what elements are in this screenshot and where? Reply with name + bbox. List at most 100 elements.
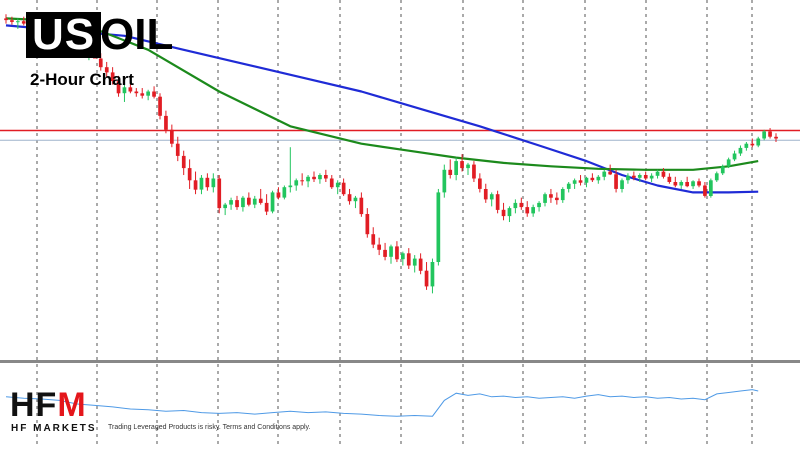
candle-body (371, 234, 376, 245)
candle-body (513, 202, 518, 209)
disclaimer-text: Trading Leveraged Products is risky. Ter… (108, 424, 311, 431)
candle-body (383, 249, 387, 257)
logo-accent: M (57, 386, 87, 424)
candle-100 (596, 175, 601, 184)
candle-118 (703, 182, 707, 198)
candle-body (359, 197, 364, 215)
candle-79 (472, 161, 476, 182)
candle-97 (578, 175, 583, 186)
candle-94 (560, 187, 565, 203)
candle-body (294, 180, 299, 186)
symbol-rest: OIL (100, 10, 174, 59)
candle-body (412, 258, 417, 266)
candle-body (389, 246, 393, 257)
candle-body (223, 204, 227, 209)
candle-body (241, 197, 245, 208)
candle-body (175, 143, 180, 156)
candle-68 (406, 248, 411, 269)
candle-43 (258, 188, 263, 205)
candle-114 (679, 180, 684, 189)
candle-body (217, 178, 222, 209)
candle-61 (365, 208, 370, 238)
candle-body (229, 200, 233, 205)
symbol-highlight: US (32, 10, 96, 59)
candle-59 (353, 195, 358, 209)
candle-body (401, 253, 405, 260)
candle-body (566, 183, 571, 189)
candle-3 (21, 16, 26, 26)
candle-body (116, 81, 121, 94)
candle-body (276, 192, 281, 198)
candle-120 (714, 171, 719, 182)
candle-body (140, 93, 145, 96)
candle-17 (104, 61, 109, 78)
candle-body (21, 21, 26, 24)
candle-body (187, 168, 192, 181)
candle-37 (223, 202, 227, 216)
candle-body (460, 161, 464, 169)
candle-body (756, 138, 761, 146)
candle-112 (667, 173, 672, 184)
candle-0 (4, 14, 8, 24)
candle-125 (744, 141, 749, 151)
candle-56 (335, 180, 340, 195)
candle-body (762, 131, 766, 139)
candle-36 (217, 175, 222, 214)
candle-body (537, 202, 541, 208)
candle-body (98, 58, 103, 68)
candle-64 (383, 242, 387, 261)
candle-46 (276, 187, 281, 200)
candle-104 (620, 178, 624, 193)
candle-35 (211, 173, 216, 193)
candle-body (489, 194, 494, 200)
candle-108 (643, 171, 648, 181)
candle-90 (537, 201, 541, 212)
candle-body (495, 194, 500, 210)
candle-body (614, 174, 618, 189)
candle-57 (341, 178, 346, 196)
candle-body (181, 155, 186, 169)
candle-31 (187, 159, 192, 189)
candle-88 (525, 201, 530, 217)
candle-93 (555, 192, 559, 205)
candle-84 (501, 202, 506, 221)
candle-81 (483, 183, 488, 203)
logo-subtitle: HF MARKETS (11, 423, 97, 434)
candle-113 (673, 176, 678, 188)
candle-body (483, 189, 488, 200)
candle-106 (632, 171, 636, 181)
price-levels (0, 129, 800, 141)
candle-body (685, 182, 689, 187)
candle-body (703, 185, 707, 196)
candle-73 (436, 188, 441, 266)
panel-separator (0, 360, 800, 363)
candle-body (318, 175, 322, 180)
candle-96 (572, 178, 577, 189)
candle-body (720, 166, 725, 174)
candle-body (164, 115, 168, 130)
candle-body (472, 164, 476, 179)
candle-123 (732, 150, 737, 162)
candle-body (10, 20, 14, 22)
candle-body (270, 192, 275, 212)
candle-86 (513, 199, 518, 214)
candle-body (691, 181, 695, 187)
candle-91 (543, 192, 547, 207)
candle-83 (495, 190, 500, 214)
candle-55 (329, 175, 334, 189)
candle-body (199, 177, 204, 190)
candle-74 (442, 164, 447, 198)
candle-129 (768, 128, 772, 139)
candle-21 (128, 82, 133, 94)
candle-102 (608, 164, 612, 176)
candle-body (312, 176, 316, 180)
candle-34 (205, 173, 210, 191)
candle-122 (726, 157, 731, 169)
candle-78 (466, 162, 470, 176)
candle-50 (300, 173, 304, 186)
candle-18 (110, 67, 115, 85)
ma-slow-line (5, 24, 759, 194)
candle-body (584, 177, 589, 183)
candle-20 (122, 84, 127, 102)
